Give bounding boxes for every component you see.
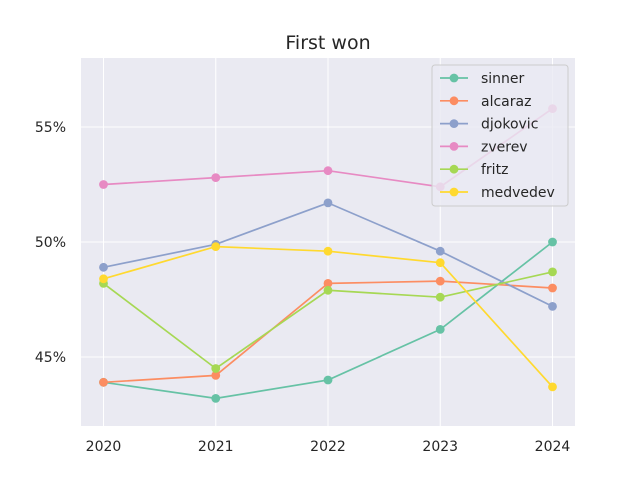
data-point [435, 325, 445, 334]
data-point [323, 166, 333, 176]
legend-marker [449, 142, 459, 151]
data-point [211, 394, 221, 403]
axis-ticks: 2020 2021 2022 2023 2024 45% 50% 55% [35, 120, 571, 455]
legend-label: djokovic [481, 117, 538, 133]
data-point [211, 364, 221, 373]
legend-item-djokovic: djokovic [440, 117, 538, 133]
legend-label: alcaraz [481, 94, 531, 110]
legend-label: fritz [481, 162, 508, 178]
legend-item-alcaraz: alcaraz [440, 94, 531, 110]
series-layer [99, 104, 557, 403]
legend-item-fritz: fritz [440, 162, 508, 178]
data-point [435, 292, 445, 302]
data-point [99, 377, 108, 387]
legend-marker [449, 164, 459, 174]
data-point [548, 382, 557, 392]
data-point [548, 302, 557, 311]
legend: sinner alcaraz djokovic zverev fritz medvedev [431, 64, 569, 207]
chart-title: First won [285, 32, 370, 54]
data-point [323, 375, 333, 385]
data-point [435, 258, 445, 268]
data-point [548, 267, 557, 277]
data-point [99, 180, 108, 189]
x-tick-label: 2023 [422, 439, 458, 455]
legend-marker [449, 96, 459, 106]
data-point [211, 371, 221, 380]
data-point [548, 237, 557, 247]
data-point [99, 274, 108, 284]
legend-label: sinner [481, 71, 525, 87]
data-point [211, 173, 221, 183]
legend-marker [449, 119, 459, 128]
legend-item-medvedev: medvedev [440, 185, 555, 201]
x-tick-label: 2020 [86, 439, 122, 455]
data-point [323, 285, 333, 295]
series-medvedev [99, 242, 557, 392]
x-tick-label: 2022 [310, 439, 346, 455]
legend-item-sinner: sinner [440, 71, 525, 87]
data-point [323, 246, 333, 256]
legend-marker [449, 73, 459, 83]
data-point [323, 198, 333, 208]
legend-item-zverev: zverev [440, 139, 528, 155]
y-tick-label: 55% [35, 120, 66, 136]
y-tick-label: 50% [35, 235, 66, 251]
data-point [99, 262, 108, 272]
x-tick-label: 2021 [198, 439, 234, 455]
series-fritz [99, 267, 557, 373]
data-point [323, 279, 333, 288]
data-point [211, 242, 221, 252]
legend-marker [449, 187, 459, 197]
data-point [435, 276, 445, 286]
y-tick-label: 45% [35, 350, 66, 366]
legend-label: medvedev [481, 185, 555, 201]
data-point [548, 283, 557, 293]
legend-label: zverev [481, 139, 528, 155]
series-alcaraz [99, 276, 557, 387]
x-tick-label: 2024 [535, 439, 571, 455]
data-point [435, 246, 445, 256]
